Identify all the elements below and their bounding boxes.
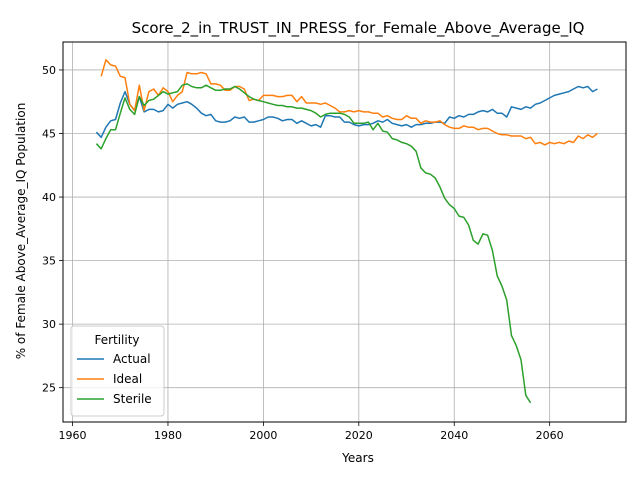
grid [63, 42, 626, 422]
x-axis-label: Years [341, 451, 374, 465]
x-tick-label: 2040 [440, 429, 468, 442]
legend-title: Fertility [94, 333, 139, 347]
series-lines [95, 59, 598, 404]
chart-title: Score_2_in_TRUST_IN_PRESS_for_Female_Abo… [132, 19, 585, 38]
x-tick-label: 1980 [154, 429, 182, 442]
legend: Fertility Actual Ideal Sterile [70, 325, 165, 417]
series-line-actual [95, 85, 598, 139]
y-tick-label: 40 [42, 191, 56, 204]
x-tick-label: 2000 [249, 429, 277, 442]
legend-label-sterile: Sterile [113, 392, 152, 406]
y-tick-label: 50 [42, 64, 56, 77]
legend-box [70, 325, 165, 417]
legend-label-ideal: Ideal [113, 372, 142, 386]
y-tick-label: 35 [42, 255, 56, 268]
y-tick-label: 25 [42, 382, 56, 395]
y-axis-ticks: 25 30 35 40 45 50 [42, 64, 63, 395]
series-line-sterile [95, 83, 532, 404]
legend-items: Actual Ideal Sterile [77, 352, 152, 406]
y-tick-label: 30 [42, 318, 56, 331]
x-axis-ticks: 1960 1980 2000 2020 2040 2060 [59, 422, 564, 442]
x-tick-label: 2060 [536, 429, 564, 442]
legend-label-actual: Actual [113, 352, 151, 366]
y-axis-label: % of Female Above_Average_IQ Population [14, 103, 28, 360]
x-tick-label: 1960 [59, 429, 87, 442]
y-tick-label: 45 [42, 128, 56, 141]
plot-frame [62, 41, 627, 423]
x-tick-label: 2020 [345, 429, 373, 442]
